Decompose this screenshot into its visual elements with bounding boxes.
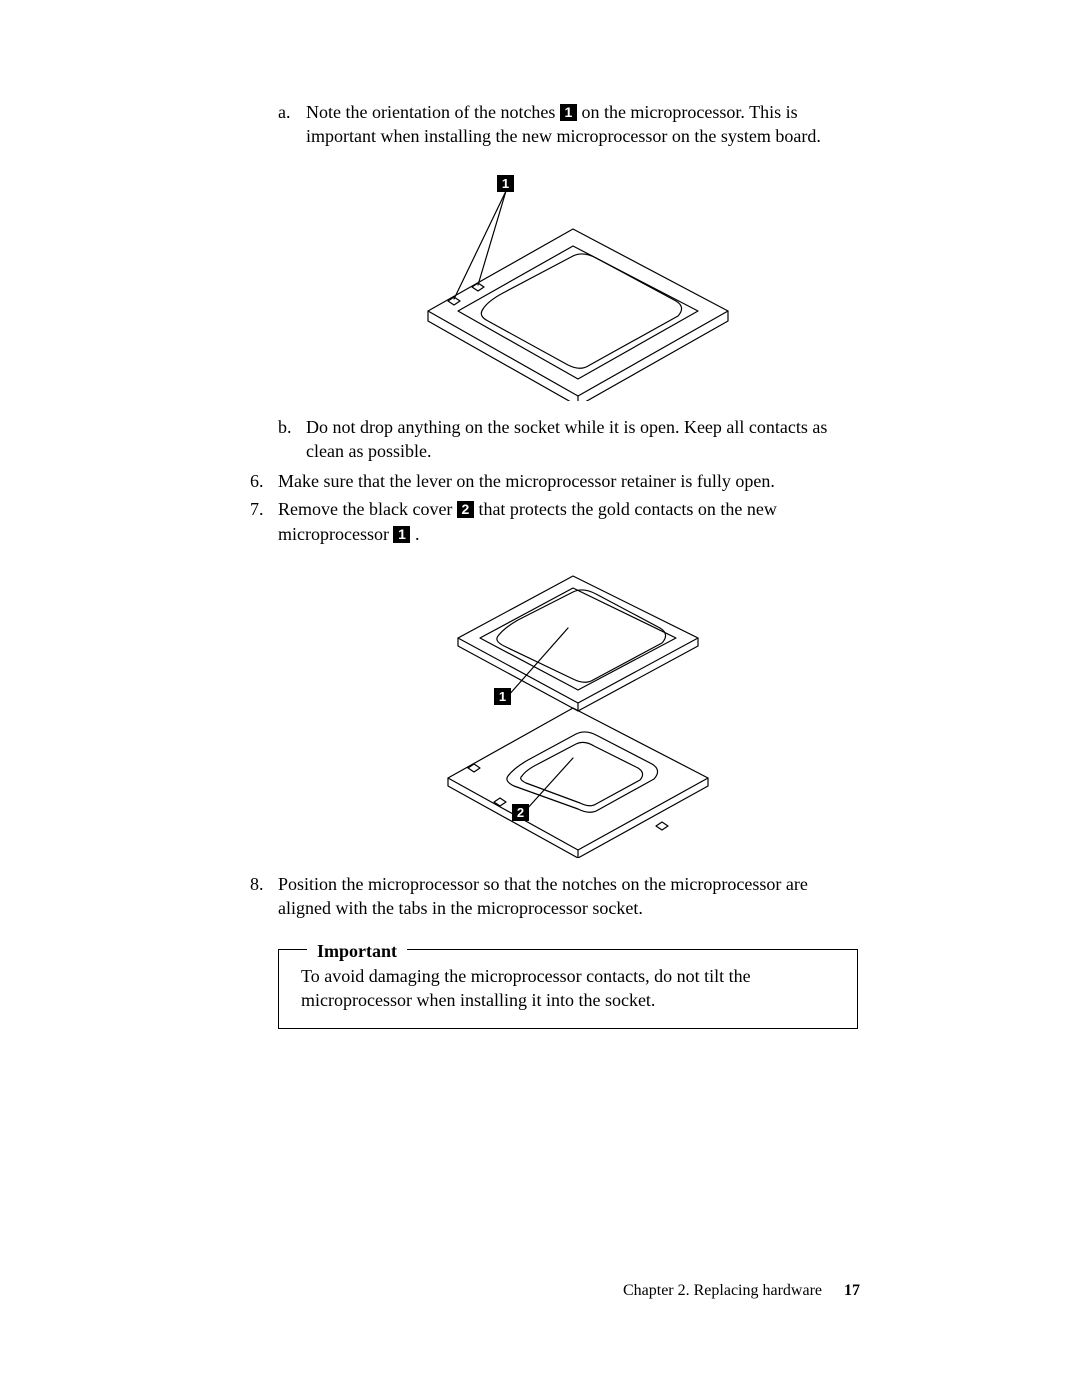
callout-1-icon: 1 <box>560 104 577 121</box>
step-8-text: Position the microprocessor so that the … <box>278 872 858 921</box>
callout-2-icon: 2 <box>457 501 474 518</box>
step-b-text: Do not drop anything on the socket while… <box>306 415 858 464</box>
figure-microprocessor-notches: 1 <box>388 161 748 401</box>
svg-text:1: 1 <box>499 689 506 704</box>
important-legend: Important <box>307 939 407 963</box>
footer-page-number: 17 <box>844 1282 860 1299</box>
step-6-marker: 6. <box>250 469 278 493</box>
step-6: 6. Make sure that the lever on the micro… <box>250 469 858 493</box>
step-a: a. Note the orientation of the notches 1… <box>278 100 858 149</box>
callout-1-icon: 1 <box>393 526 410 543</box>
figure-black-cover: 1 2 <box>398 558 738 858</box>
step-6-text: Make sure that the lever on the micropro… <box>278 469 775 493</box>
important-text: To avoid damaging the microprocessor con… <box>301 964 835 1013</box>
step-7-text-1: Remove the black cover <box>278 499 457 519</box>
footer-chapter: Chapter 2. Replacing hardware <box>623 1282 822 1299</box>
step-7-text: Remove the black cover 2 that protects t… <box>278 497 858 546</box>
step-8-marker: 8. <box>250 872 278 921</box>
page-footer: Chapter 2. Replacing hardware 17 <box>623 1280 860 1302</box>
svg-text:1: 1 <box>502 176 509 191</box>
step-7-marker: 7. <box>250 497 278 546</box>
step-8: 8. Position the microprocessor so that t… <box>250 872 858 921</box>
svg-text:2: 2 <box>517 805 524 820</box>
step-7-text-3: . <box>410 524 419 544</box>
page-content: a. Note the orientation of the notches 1… <box>278 100 858 1049</box>
step-a-marker: a. <box>278 100 306 149</box>
step-b-marker: b. <box>278 415 306 464</box>
important-box: Important To avoid damaging the micropro… <box>278 949 858 1030</box>
step-a-text: Note the orientation of the notches 1 on… <box>306 100 858 149</box>
step-b: b. Do not drop anything on the socket wh… <box>278 415 858 464</box>
step-a-text-before: Note the orientation of the notches <box>306 102 560 122</box>
step-7: 7. Remove the black cover 2 that protect… <box>250 497 858 546</box>
